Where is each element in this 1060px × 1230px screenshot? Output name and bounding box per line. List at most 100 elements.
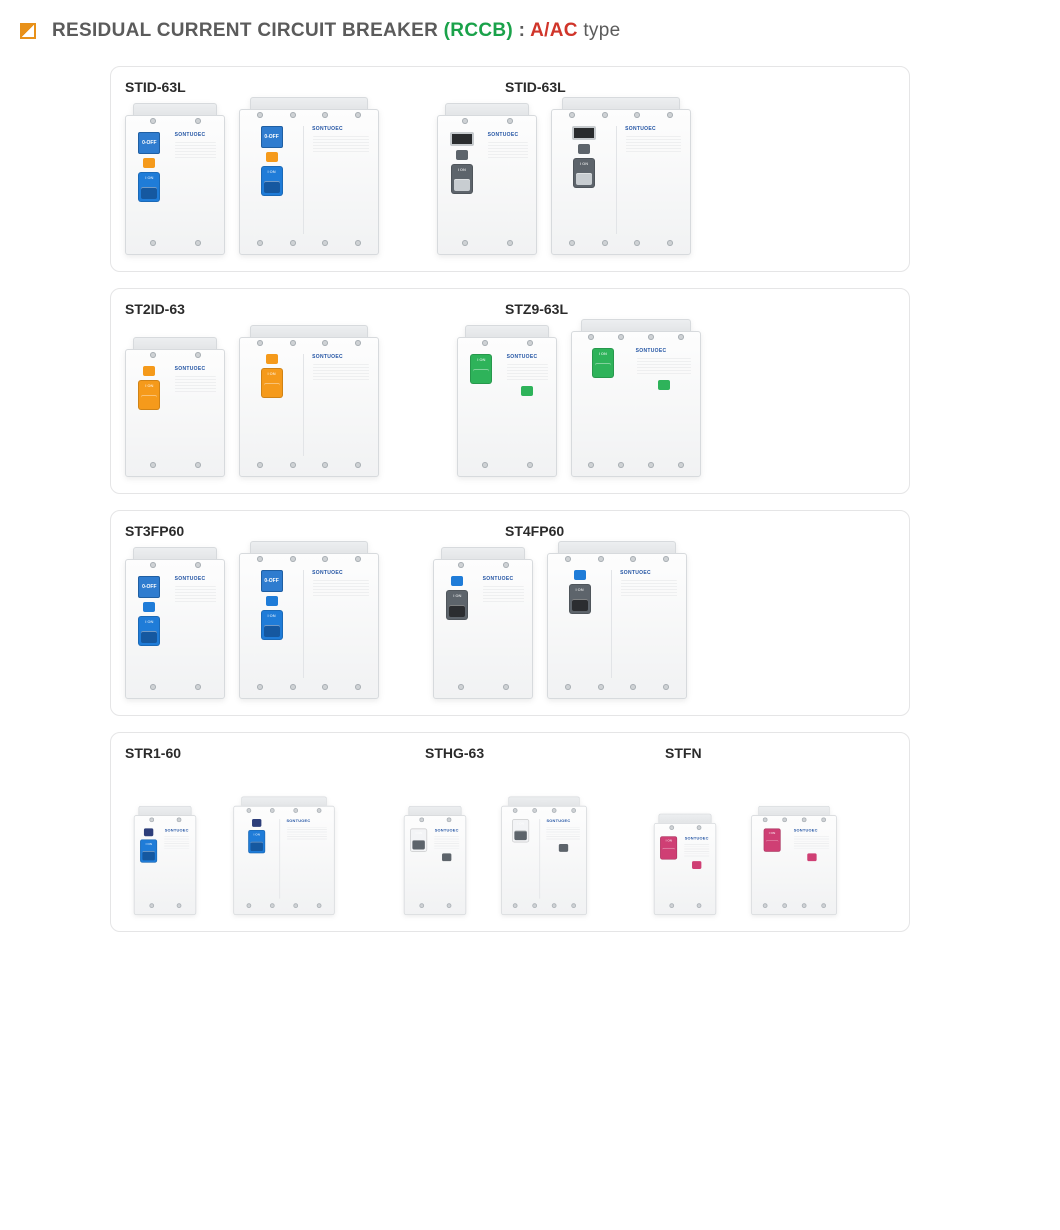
test-button-icon [578, 144, 590, 154]
product-model-label: ST3FP60 [125, 523, 505, 539]
circuit-breaker: I ON SONTUOEC [239, 337, 379, 477]
toggle-switch-icon: I ON [138, 172, 160, 202]
product-model-label: STFN [665, 745, 702, 761]
circuit-breaker: I ON SONTUOEC [233, 806, 334, 915]
spec-text-icon [313, 364, 369, 382]
spec-text-icon [483, 586, 524, 604]
circuit-breaker: I ONSONTUOEC [501, 806, 587, 915]
product-model-label: STZ9-63L [505, 301, 568, 317]
brand-label: SONTUOEC [486, 132, 519, 138]
spec-text-icon [175, 586, 216, 604]
toggle-switch-icon: I ON [512, 819, 529, 842]
circuit-breaker: I ONSONTUOEC [751, 815, 837, 915]
product-item: 0-OFF I ON SONTUOEC [239, 109, 379, 255]
spec-text-icon [621, 580, 677, 598]
spec-text-icon [165, 836, 190, 850]
on-off-badge: 0-OFF [138, 576, 160, 598]
test-button-icon [558, 844, 567, 852]
product-item: I ON SONTUOEC [571, 331, 701, 477]
toggle-switch-icon: I ON [451, 164, 473, 194]
toggle-switch-icon: I ON [660, 836, 677, 859]
test-button-icon [252, 819, 261, 827]
test-button-icon [658, 380, 670, 390]
spec-text-icon [175, 376, 216, 394]
brand-label: SONTUOEC [310, 126, 343, 132]
product-item: I ON SONTUOEC [134, 815, 196, 915]
product-item: I ONSONTUOEC [125, 349, 225, 477]
product-group-card: STID-63LSTID-63L0-OFFI ONSONTUOEC0-OFFI … [110, 66, 910, 272]
toggle-switch-icon: I ON [248, 830, 265, 853]
brand-label: SONTUOEC [163, 828, 189, 833]
toggle-switch-icon: I ON [138, 380, 160, 410]
product-model-label: STID-63L [505, 79, 566, 95]
test-button-icon [442, 853, 451, 861]
on-off-badge: 0-OFF [261, 126, 283, 148]
brand-label: SONTUOEC [173, 132, 206, 138]
brand-label: SONTUOEC [285, 819, 311, 824]
brand-label: SONTUOEC [310, 354, 343, 360]
product-group-card: ST2ID-63STZ9-63L I ON SONTUOEC I ON SONTUOEC… [110, 288, 910, 494]
brand-label: SONTUOEC [173, 576, 206, 582]
circuit-breaker: I ON SONTUOEC [547, 553, 687, 699]
product-item: I ONSONTUOEC [501, 806, 587, 915]
title-abbrev: (RCCB) [444, 20, 513, 41]
spec-text-icon [547, 827, 580, 841]
toggle-switch-icon: I ON [138, 616, 160, 646]
page-header: RESIDUAL CURRENT CIRCUIT BREAKER (RCCB) … [20, 20, 1040, 42]
product-catalog: STID-63LSTID-63L0-OFFI ONSONTUOEC0-OFFI … [110, 66, 910, 932]
test-button-icon [266, 152, 278, 162]
toggle-switch-icon: I ON [261, 368, 283, 398]
test-button-icon [807, 853, 816, 861]
toggle-switch-icon: I ON [261, 610, 283, 640]
spec-text-icon [794, 836, 829, 850]
product-group-card: ST3FP60ST4FP600-OFFI ONSONTUOEC0-OFFI ON… [110, 510, 910, 716]
toggle-switch-icon: I ON [470, 354, 492, 384]
product-item: I ONSONTUOEC [433, 559, 533, 699]
spec-text-icon [287, 827, 327, 841]
title-sep: : [513, 20, 530, 41]
brand-label: SONTUOEC [310, 570, 343, 576]
circuit-breaker: I ON SONTUOEC [457, 337, 557, 477]
spec-text-icon [626, 136, 681, 154]
product-item: 0-OFF I ON SONTUOEC [125, 115, 225, 255]
toggle-switch-icon: I ON [592, 348, 614, 378]
test-button-icon [451, 576, 463, 586]
circuit-breaker: 0-OFF I ON SONTUOEC [125, 559, 225, 699]
spec-text-icon [507, 364, 548, 382]
title-type: A/AC [530, 20, 578, 41]
product-model-label: ST2ID-63 [125, 301, 505, 317]
circuit-breaker: I ON SONTUOEC [134, 815, 196, 915]
circuit-breaker: I ON SONTUOEC [654, 823, 716, 915]
toggle-switch-icon: I ON [261, 166, 283, 196]
product-item: 0-OFF I ON SONTUOEC [239, 553, 379, 699]
brand-label: SONTUOEC [618, 570, 651, 576]
spec-text-icon [685, 844, 710, 858]
circuit-breaker: 0-OFF I ON SONTUOEC [239, 553, 379, 699]
product-model-label: STR1-60 [125, 745, 425, 761]
brand-label: SONTUOEC [792, 828, 818, 833]
on-off-badge: 0-OFF [261, 570, 283, 592]
brand-label: SONTUOEC [433, 828, 459, 833]
test-button-icon [143, 366, 155, 376]
circuit-breaker: I ONSONTUOEC [404, 815, 466, 915]
test-button-icon [266, 354, 278, 364]
product-item: I ONSONTUOEC [551, 109, 691, 255]
section-bullet-icon [20, 23, 36, 39]
spec-text-icon [435, 836, 460, 850]
on-off-badge: 0-OFF [138, 132, 160, 154]
brand-label: SONTUOEC [505, 354, 538, 360]
product-item: I ON SONTUOEC [437, 115, 537, 255]
product-model-label: ST4FP60 [505, 523, 564, 539]
title-tail: type [578, 20, 621, 41]
brand-label: SONTUOEC [634, 348, 667, 354]
product-item: I ON SONTUOEC [457, 337, 557, 477]
test-button-icon [144, 828, 153, 836]
spec-text-icon [313, 136, 369, 154]
toggle-switch-icon: I ON [140, 839, 157, 862]
toggle-switch-icon: I ON [446, 590, 468, 620]
brand-label: SONTUOEC [683, 836, 709, 841]
toggle-switch-icon: I ON [569, 584, 591, 614]
test-button-icon [266, 596, 278, 606]
test-button-icon [692, 861, 701, 869]
circuit-breaker: I ONSONTUOEC [551, 109, 691, 255]
